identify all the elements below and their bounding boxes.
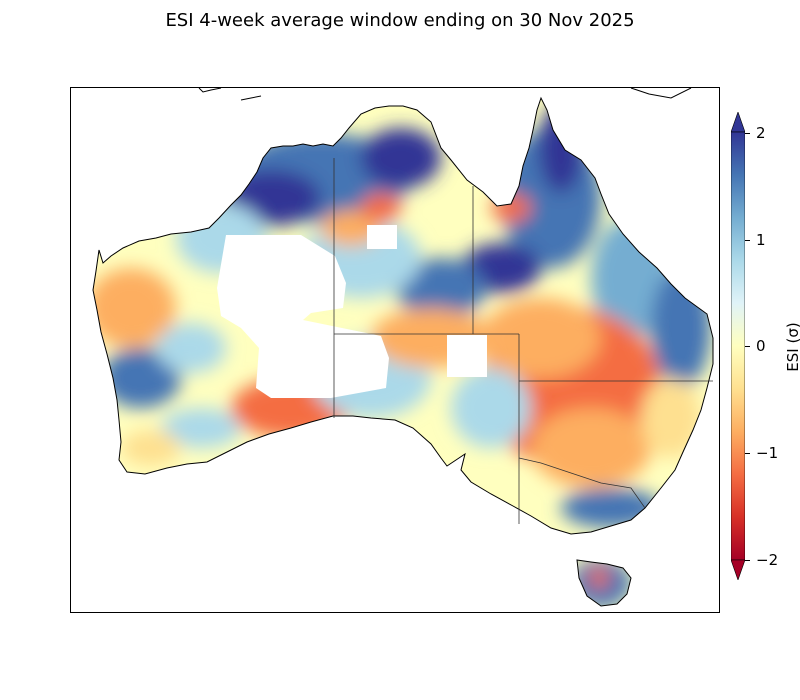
colorbar-body — [731, 131, 745, 561]
colorbar-tick-label: −2 — [756, 551, 779, 569]
colorbar — [731, 112, 745, 580]
coastline — [92, 88, 714, 607]
colorbar-tick-label: −1 — [756, 444, 779, 462]
colorbar-extend-min — [731, 559, 745, 580]
colorbar-tickmark — [745, 133, 750, 134]
colorbar-tickmark — [745, 560, 750, 561]
map-title: ESI 4-week average window ending on 30 N… — [165, 10, 635, 31]
colorbar-label: ESI (σ) — [784, 322, 800, 372]
colorbar-extend-max — [731, 112, 745, 133]
state-borders — [333, 158, 713, 524]
colorbar-tick-label: 2 — [756, 124, 766, 142]
esi-map — [92, 88, 714, 607]
colorbar-tickmark — [745, 346, 750, 347]
map-panel — [70, 87, 720, 613]
colorbar-tickmark — [745, 240, 750, 241]
colorbar-tick-label: 0 — [756, 337, 766, 355]
colorbar-tickmark — [745, 453, 750, 454]
colorbar-tick-label: 1 — [756, 231, 766, 249]
esi-field — [93, 98, 713, 606]
